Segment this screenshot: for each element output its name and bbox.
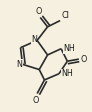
Text: N: N xyxy=(16,60,22,69)
Text: O: O xyxy=(33,96,39,105)
Text: O: O xyxy=(35,7,41,16)
Text: N: N xyxy=(31,35,37,44)
Text: O: O xyxy=(81,55,87,64)
Text: NH: NH xyxy=(61,69,73,78)
Text: NH: NH xyxy=(63,44,75,53)
Text: Cl: Cl xyxy=(61,11,69,20)
